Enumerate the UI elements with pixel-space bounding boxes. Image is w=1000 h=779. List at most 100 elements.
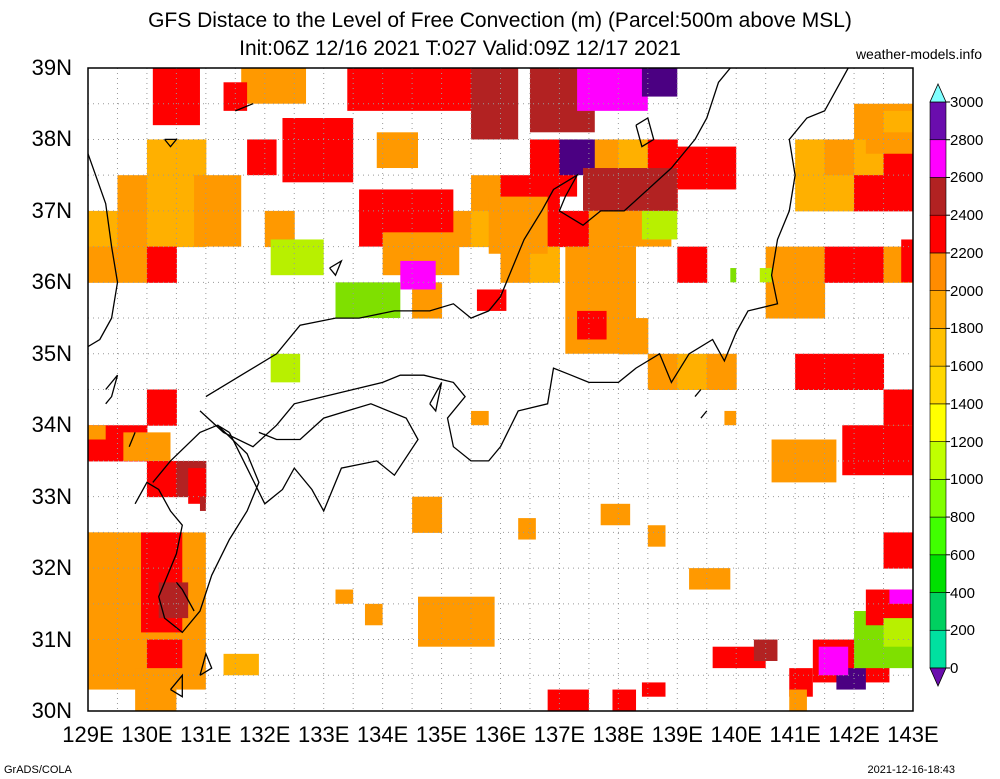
lat-label: 30N [31, 698, 72, 723]
field-cell [677, 353, 708, 390]
field-cell [559, 210, 590, 248]
field-cell [795, 282, 826, 319]
lon-label: 138E [592, 722, 645, 747]
field-patch [188, 468, 206, 504]
field-patch [577, 68, 648, 111]
colorbar-label: 400 [950, 584, 976, 602]
coastline [694, 389, 702, 398]
colorbar-segment [929, 290, 947, 329]
coastline [635, 116, 655, 148]
coastline [228, 403, 419, 513]
field-cell [412, 496, 443, 533]
field-patch [400, 260, 436, 290]
field-patch [335, 282, 401, 319]
coastline [152, 424, 230, 483]
lon-label: 141E [769, 722, 821, 747]
field-cell [854, 246, 885, 283]
field-patch [335, 589, 354, 604]
field-patch [471, 410, 489, 426]
field-cell [677, 246, 708, 283]
field-patch [689, 568, 731, 590]
field-patch [647, 525, 666, 547]
colorbar-label: 3000 [950, 94, 984, 111]
colorbar-segment [929, 516, 947, 556]
coastline [105, 374, 119, 405]
field-patch [152, 68, 200, 126]
field-patch [759, 268, 772, 283]
colorbar-segment [929, 479, 947, 518]
field-patch [818, 646, 849, 676]
lat-label: 36N [31, 269, 72, 295]
colorbar-segment [929, 177, 947, 216]
field-patch [883, 618, 913, 647]
field-cell [146, 175, 177, 212]
coastline [128, 432, 136, 447]
field-patch [376, 132, 418, 169]
field-patch [135, 668, 177, 711]
colorbar-top-arrow [929, 83, 947, 103]
field-cell [883, 389, 913, 426]
field-cell [795, 353, 826, 390]
coastline [199, 68, 849, 462]
field-patch [223, 653, 259, 676]
field-patch [641, 210, 678, 240]
field-cell [88, 210, 118, 248]
field-patch [641, 68, 678, 97]
colorbar-segment [929, 554, 947, 593]
colorbar-label: 2400 [950, 207, 984, 225]
field-patch [842, 425, 913, 476]
lon-label: 140E [710, 722, 762, 747]
coastline [235, 103, 254, 112]
field-cell [883, 532, 913, 569]
coastline [169, 673, 183, 698]
coastline [700, 410, 708, 419]
field-patch [88, 425, 106, 440]
field-patch [123, 432, 171, 461]
field-cell [706, 353, 737, 390]
lon-label: 133E [298, 722, 350, 747]
field-patch [889, 589, 913, 604]
colorbar-label: 800 [950, 509, 976, 527]
colorbar-segment [929, 101, 947, 141]
field-cell [795, 246, 826, 283]
lat-label: 39N [31, 55, 72, 80]
colorbar-segment [929, 629, 947, 669]
colorbar-segment [929, 592, 947, 631]
coastline [175, 581, 195, 612]
map-subtitle: Init:06Z 12/16 2021 T:027 Valid:09Z 12/1… [239, 37, 681, 60]
footer-credit: GrADS/COLA [4, 764, 72, 776]
field-patch [241, 68, 307, 104]
field-cell [883, 175, 913, 212]
field-patch [600, 503, 631, 526]
lat-label: 35N [31, 340, 72, 366]
field-patch [247, 139, 277, 176]
field-patch [724, 410, 737, 426]
lat-label: 38N [31, 126, 72, 152]
field-patch [347, 68, 483, 111]
colorbar-segment [929, 403, 947, 442]
field-cell [146, 210, 177, 248]
field-patch [641, 682, 666, 697]
coastline [429, 382, 443, 413]
colorbar-segment [929, 252, 947, 291]
field-cell [824, 175, 855, 212]
lon-label: 129E [62, 722, 114, 747]
field-patch [901, 239, 913, 283]
colorbar-label: 1600 [950, 358, 984, 376]
field-patch [518, 518, 536, 540]
coastline [88, 153, 119, 348]
coastline [164, 138, 178, 148]
field-patch [730, 268, 737, 283]
colorbar-bottom-arrow [929, 667, 947, 687]
coastline [205, 68, 731, 398]
site-label[interactable]: weather-models.info [855, 46, 982, 62]
field-patch [223, 82, 248, 111]
field-cell [146, 246, 177, 283]
lon-label: 137E [533, 722, 586, 747]
colorbar-segment [929, 365, 947, 405]
field-patch [547, 689, 589, 711]
field-cell [146, 460, 177, 498]
colorbar-label: 1400 [950, 395, 984, 413]
field-patch [753, 639, 778, 661]
field-cell [854, 175, 885, 212]
